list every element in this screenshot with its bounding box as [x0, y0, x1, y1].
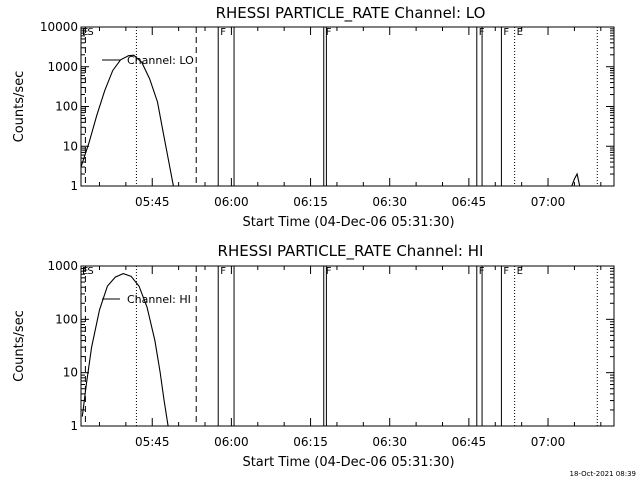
y-tick-label: 10	[63, 139, 78, 153]
series-line	[571, 172, 581, 187]
corner-flag: E	[82, 266, 88, 277]
x-tick-label: 06:00	[214, 435, 249, 449]
event-marker-flag: F	[503, 266, 509, 277]
x-tick-label: 07:00	[531, 435, 566, 449]
legend-label: Channel: HI	[127, 293, 191, 306]
plot-frame	[80, 265, 615, 427]
series-line	[80, 54, 174, 187]
panel-lo-channel: RHESSI PARTICLE_RATE Channel: LO 05:45 06:…	[12, 4, 615, 230]
y-tick-label: 1	[70, 419, 78, 433]
x-tick-label: 06:30	[372, 435, 407, 449]
event-marker-flag: F	[220, 266, 226, 277]
y-axis-label: Counts/sec	[12, 310, 27, 382]
y-tick-label: 10000	[40, 20, 78, 34]
x-axis-label: Start Time (04-Dec-06 05:31:30)	[242, 215, 454, 230]
event-marker-flag: F	[326, 266, 332, 277]
x-tick-label: 05:45	[135, 195, 170, 209]
event-marker-flag: S	[87, 266, 93, 277]
y-tick-label: 1	[70, 179, 78, 193]
x-axis-label: Start Time (04-Dec-06 05:31:30)	[242, 455, 454, 470]
plot-frame	[80, 26, 615, 187]
event-marker-flag: F	[326, 27, 332, 38]
chart-title: RHESSI PARTICLE_RATE Channel: HI	[218, 242, 484, 261]
y-tick-label: 1000	[47, 259, 78, 273]
y-tick-label: 100	[55, 100, 78, 114]
x-tick-label: 06:45	[452, 435, 487, 449]
event-marker-flag: E	[517, 266, 523, 277]
x-tick-label: 06:00	[214, 195, 249, 209]
corner-flag: E	[82, 27, 88, 38]
x-tick-label: 06:45	[452, 195, 487, 209]
series-line	[81, 273, 169, 427]
event-marker-flag: E	[517, 27, 523, 38]
y-tick-label: 1000	[47, 60, 78, 74]
legend-label: Channel: LO	[127, 54, 194, 67]
y-axis-label: Counts/sec	[12, 71, 27, 143]
event-marker-flag: F	[503, 27, 509, 38]
event-marker-flag: F	[220, 27, 226, 38]
y-tick-label: 10	[63, 366, 78, 380]
x-tick-label: 06:30	[372, 195, 407, 209]
x-tick-label: 06:15	[293, 435, 328, 449]
event-marker-flag: S	[87, 27, 93, 38]
x-tick-label: 05:45	[135, 435, 170, 449]
y-tick-label: 100	[55, 312, 78, 326]
chart-title: RHESSI PARTICLE_RATE Channel: LO	[216, 4, 486, 23]
x-tick-label: 07:00	[531, 195, 566, 209]
timestamp-label: 18-Oct-2021 08:39	[570, 470, 636, 478]
x-tick-label: 06:15	[293, 195, 328, 209]
panel-hi-channel: RHESSI PARTICLE_RATE Channel: HI 05:45 06:…	[12, 242, 615, 470]
